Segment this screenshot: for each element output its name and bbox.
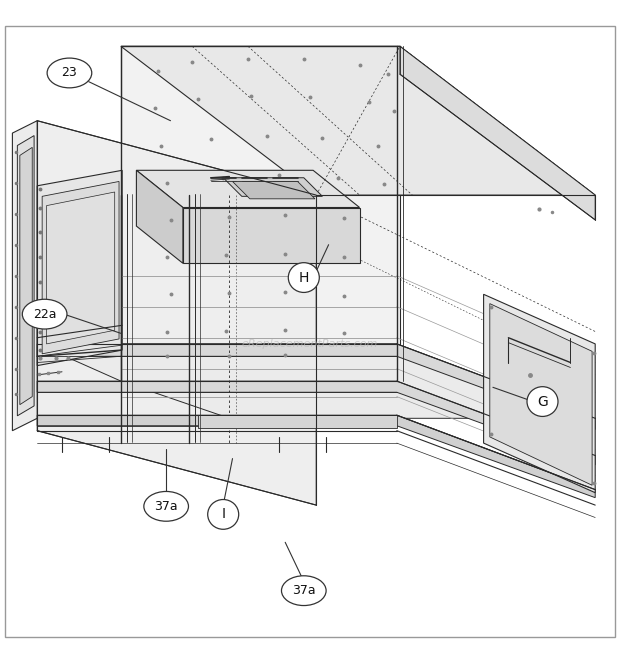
Polygon shape — [136, 170, 360, 208]
Polygon shape — [20, 147, 32, 404]
Text: 37a: 37a — [154, 500, 178, 513]
Polygon shape — [484, 294, 595, 493]
Polygon shape — [400, 46, 595, 220]
Polygon shape — [490, 304, 592, 485]
Text: 23: 23 — [61, 66, 78, 80]
Polygon shape — [223, 178, 322, 196]
Ellipse shape — [527, 387, 558, 416]
Polygon shape — [121, 46, 595, 195]
Text: eReplacementParts.com: eReplacementParts.com — [242, 339, 378, 349]
Text: 22a: 22a — [33, 308, 56, 321]
Text: I: I — [221, 507, 225, 521]
Polygon shape — [46, 192, 115, 344]
Polygon shape — [232, 182, 315, 199]
Text: G: G — [537, 394, 548, 408]
Polygon shape — [37, 381, 595, 465]
Polygon shape — [42, 182, 119, 354]
Polygon shape — [17, 135, 34, 416]
Ellipse shape — [288, 263, 319, 292]
Text: 37a: 37a — [292, 584, 316, 597]
Ellipse shape — [144, 491, 188, 521]
Ellipse shape — [208, 499, 239, 529]
Ellipse shape — [281, 575, 326, 605]
Polygon shape — [121, 46, 400, 381]
Ellipse shape — [22, 299, 67, 329]
Polygon shape — [37, 121, 316, 505]
Text: H: H — [299, 271, 309, 284]
Polygon shape — [198, 415, 397, 428]
Polygon shape — [183, 208, 360, 263]
Ellipse shape — [47, 58, 92, 88]
Polygon shape — [37, 344, 595, 418]
Polygon shape — [37, 415, 595, 498]
Polygon shape — [37, 344, 595, 430]
Polygon shape — [12, 121, 37, 431]
Polygon shape — [37, 170, 122, 365]
Polygon shape — [136, 170, 183, 263]
